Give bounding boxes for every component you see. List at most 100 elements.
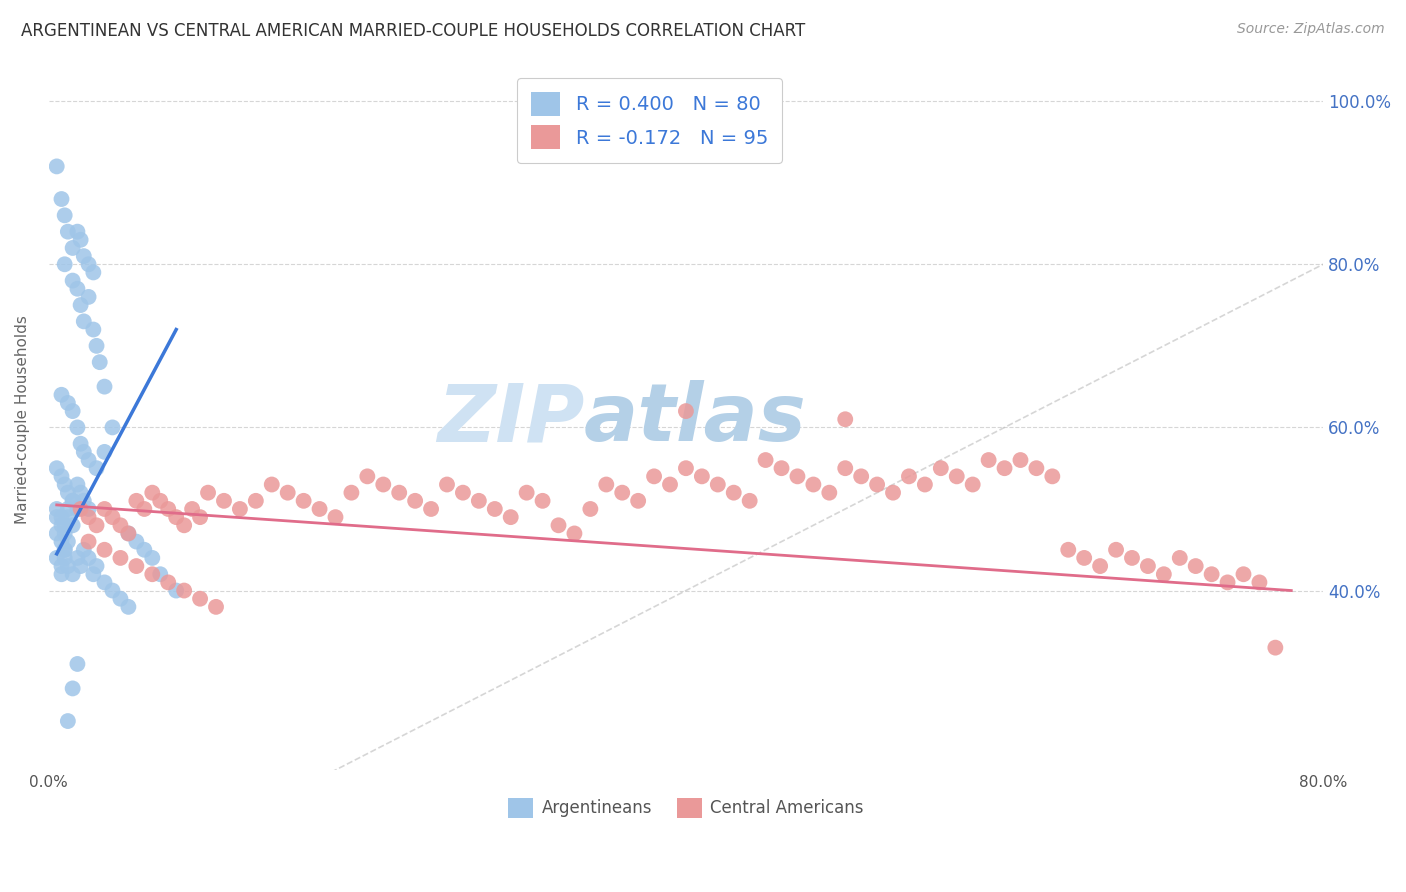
Point: [53, 518, 76, 533]
Point: [292, 493, 315, 508]
Point: [53, 526, 76, 541]
Point: [51, 534, 73, 549]
Point: [66, 550, 89, 565]
Point: [117, 526, 139, 541]
Point: [1025, 461, 1047, 475]
Point: [53, 550, 76, 565]
Point: [1040, 469, 1063, 483]
Y-axis label: Married-couple Households: Married-couple Households: [15, 315, 30, 524]
Point: [56, 396, 79, 410]
Point: [484, 502, 506, 516]
Point: [93, 575, 115, 590]
Point: [82, 322, 104, 336]
Point: [595, 477, 617, 491]
Point: [125, 534, 148, 549]
Point: [1232, 567, 1254, 582]
Point: [260, 477, 283, 491]
Point: [51, 469, 73, 483]
Point: [56, 225, 79, 239]
Point: [66, 420, 89, 434]
Point: [86, 339, 108, 353]
Point: [1088, 559, 1111, 574]
Point: [181, 502, 204, 516]
Point: [516, 485, 538, 500]
Point: [1136, 559, 1159, 574]
Point: [86, 461, 108, 475]
Point: [62, 241, 84, 255]
Point: [51, 518, 73, 533]
Point: [468, 493, 491, 508]
Point: [229, 502, 252, 516]
Point: [659, 477, 682, 491]
Point: [866, 477, 889, 491]
Point: [356, 469, 378, 483]
Point: [56, 714, 79, 728]
Point: [173, 583, 195, 598]
Point: [531, 493, 554, 508]
Point: [51, 388, 73, 402]
Point: [499, 510, 522, 524]
Point: [45, 502, 67, 516]
Point: [56, 485, 79, 500]
Text: Source: ZipAtlas.com: Source: ZipAtlas.com: [1237, 22, 1385, 37]
Point: [93, 379, 115, 393]
Point: [914, 477, 936, 491]
Point: [66, 502, 89, 516]
Point: [77, 257, 100, 271]
Point: [51, 192, 73, 206]
Point: [340, 485, 363, 500]
Point: [1057, 542, 1080, 557]
Point: [56, 534, 79, 549]
Text: atlas: atlas: [583, 380, 807, 458]
Point: [627, 493, 650, 508]
Point: [1010, 453, 1032, 467]
Point: [53, 477, 76, 491]
Point: [110, 550, 132, 565]
Point: [69, 502, 91, 516]
Point: [897, 469, 920, 483]
Point: [388, 485, 411, 500]
Point: [93, 502, 115, 516]
Point: [564, 526, 586, 541]
Point: [993, 461, 1015, 475]
Point: [110, 518, 132, 533]
Point: [690, 469, 713, 483]
Point: [73, 249, 96, 263]
Point: [1168, 550, 1191, 565]
Point: [308, 502, 330, 516]
Point: [834, 412, 856, 426]
Point: [53, 208, 76, 222]
Point: [62, 404, 84, 418]
Point: [165, 510, 187, 524]
Point: [165, 583, 187, 598]
Point: [723, 485, 745, 500]
Point: [134, 542, 156, 557]
Point: [755, 453, 778, 467]
Point: [1201, 567, 1223, 582]
Legend: Argentineans, Central Americans: Argentineans, Central Americans: [502, 791, 870, 825]
Point: [62, 493, 84, 508]
Point: [325, 510, 347, 524]
Point: [962, 477, 984, 491]
Point: [51, 567, 73, 582]
Point: [1184, 559, 1206, 574]
Point: [818, 485, 841, 500]
Point: [547, 518, 569, 533]
Point: [73, 314, 96, 328]
Point: [245, 493, 267, 508]
Point: [770, 461, 793, 475]
Point: [62, 493, 84, 508]
Point: [1105, 542, 1128, 557]
Point: [82, 567, 104, 582]
Point: [45, 550, 67, 565]
Point: [56, 510, 79, 524]
Point: [53, 542, 76, 557]
Point: [134, 502, 156, 516]
Point: [73, 542, 96, 557]
Point: [93, 542, 115, 557]
Point: [86, 518, 108, 533]
Point: [77, 550, 100, 565]
Point: [1249, 575, 1271, 590]
Point: [188, 591, 211, 606]
Point: [436, 477, 458, 491]
